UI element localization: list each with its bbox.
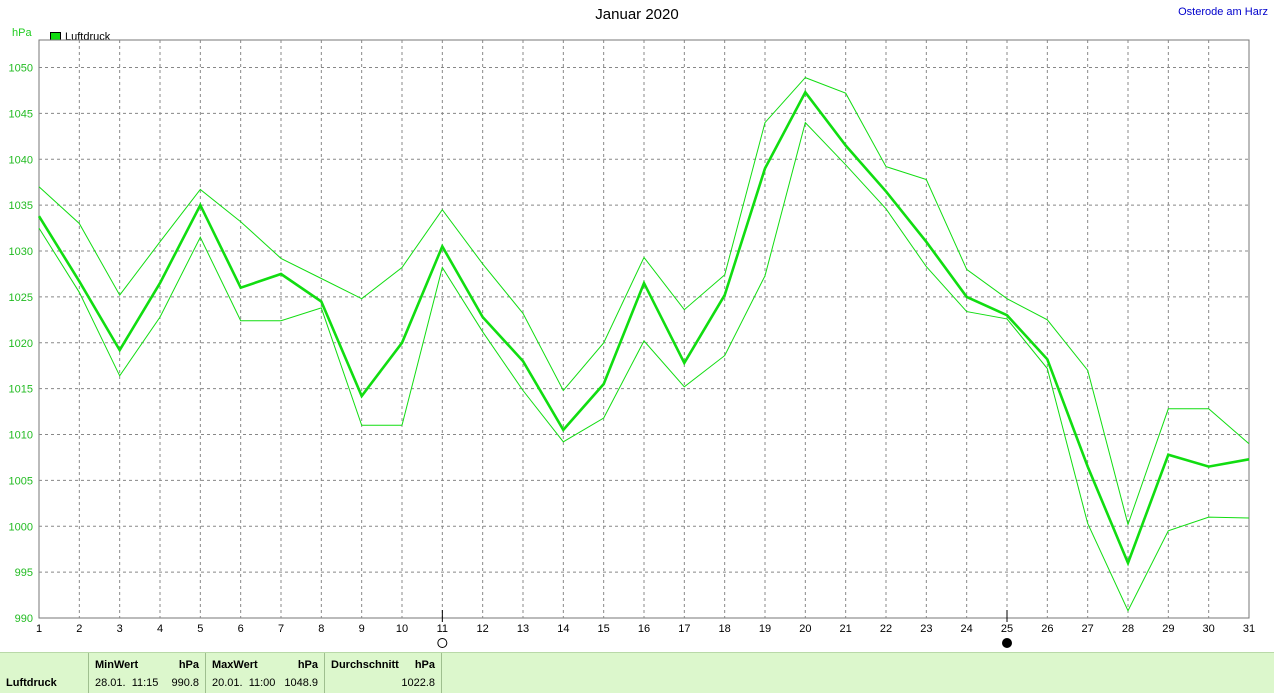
y-tick-label: 1000	[9, 521, 33, 533]
x-tick-label: 29	[1162, 623, 1174, 635]
x-tick-label: 2	[76, 623, 82, 635]
x-tick-label: 15	[598, 623, 610, 635]
x-tick-label: 3	[117, 623, 123, 635]
series-line-max	[38, 77, 1250, 527]
max-header: MaxWert	[212, 659, 258, 671]
x-tick-label: 27	[1082, 623, 1094, 635]
y-tick-label: 1035	[9, 200, 33, 212]
summary-footer: Luftdruck MinWert hPa 28.01. 11:15 990.8…	[0, 652, 1274, 693]
x-tick-label: 23	[920, 623, 932, 635]
x-tick-label: 19	[759, 623, 771, 635]
new-moon-icon	[1002, 638, 1012, 648]
footer-min-cell: MinWert hPa 28.01. 11:15 990.8	[88, 653, 205, 693]
max-unit: hPa	[297, 659, 318, 671]
min-value: 990.8	[171, 677, 199, 689]
x-tick-label: 5	[197, 623, 203, 635]
x-tick-label: 12	[477, 623, 489, 635]
y-tick-label: 1040	[9, 154, 33, 166]
x-tick-label: 9	[359, 623, 365, 635]
footer-max-cell: MaxWert hPa 20.01. 11:00 1048.9	[205, 653, 324, 693]
x-tick-label: 17	[678, 623, 690, 635]
y-axis-unit: hPa	[12, 27, 32, 39]
y-tick-label: 1025	[9, 292, 33, 304]
footer-label: Luftdruck	[6, 677, 57, 689]
pressure-chart: 9909951000100510101015102010251030103510…	[9, 39, 1255, 648]
min-time: 28.01. 11:15	[95, 677, 159, 689]
full-moon-icon	[437, 638, 448, 648]
y-tick-label: 990	[15, 613, 33, 625]
y-tick-label: 1005	[9, 475, 33, 487]
x-tick-label: 21	[840, 623, 852, 635]
footer-empty-cell	[441, 653, 1274, 693]
x-tick-label: 18	[719, 623, 731, 635]
y-tick-label: 1045	[9, 108, 33, 120]
min-header: MinWert	[95, 659, 139, 671]
avg-unit: hPa	[414, 659, 435, 671]
y-tick-label: 1010	[9, 430, 33, 442]
x-tick-label: 30	[1203, 623, 1215, 635]
y-tick-label: 1020	[9, 338, 33, 350]
avg-value: 1022.8	[401, 677, 435, 689]
footer-avg-cell: Durchschnitt hPa 1022.8	[324, 653, 441, 693]
location-label: Osterode am Harz	[1178, 6, 1268, 18]
series-line-min	[38, 121, 1250, 612]
x-tick-label: 10	[396, 623, 408, 635]
chart-title: Januar 2020	[595, 6, 679, 23]
series-line-mean	[37, 89, 1250, 567]
x-tick-label: 8	[318, 623, 324, 635]
x-tick-label: 26	[1041, 623, 1053, 635]
x-tick-label: 31	[1243, 623, 1255, 635]
max-value: 1048.9	[284, 677, 318, 689]
x-tick-label: 14	[557, 623, 569, 635]
x-tick-label: 25	[1001, 623, 1013, 635]
x-tick-label: 7	[278, 623, 284, 635]
x-tick-label: 4	[157, 623, 163, 635]
footer-label-cell: Luftdruck	[0, 653, 88, 693]
x-tick-label: 6	[238, 623, 244, 635]
x-tick-label: 11	[437, 623, 448, 635]
x-tick-label: 22	[880, 623, 892, 635]
x-tick-label: 13	[517, 623, 529, 635]
x-tick-label: 16	[638, 623, 650, 635]
x-tick-label: 20	[799, 623, 811, 635]
max-time: 20.01. 11:00	[212, 677, 276, 689]
avg-header: Durchschnitt	[331, 659, 399, 671]
y-tick-label: 1015	[9, 384, 33, 396]
x-tick-label: 28	[1122, 623, 1134, 635]
y-tick-label: 995	[15, 567, 33, 579]
x-tick-label: 1	[36, 623, 42, 635]
y-tick-label: 1050	[9, 63, 33, 75]
min-unit: hPa	[178, 659, 199, 671]
y-tick-label: 1030	[9, 246, 33, 258]
x-tick-label: 24	[961, 623, 973, 635]
